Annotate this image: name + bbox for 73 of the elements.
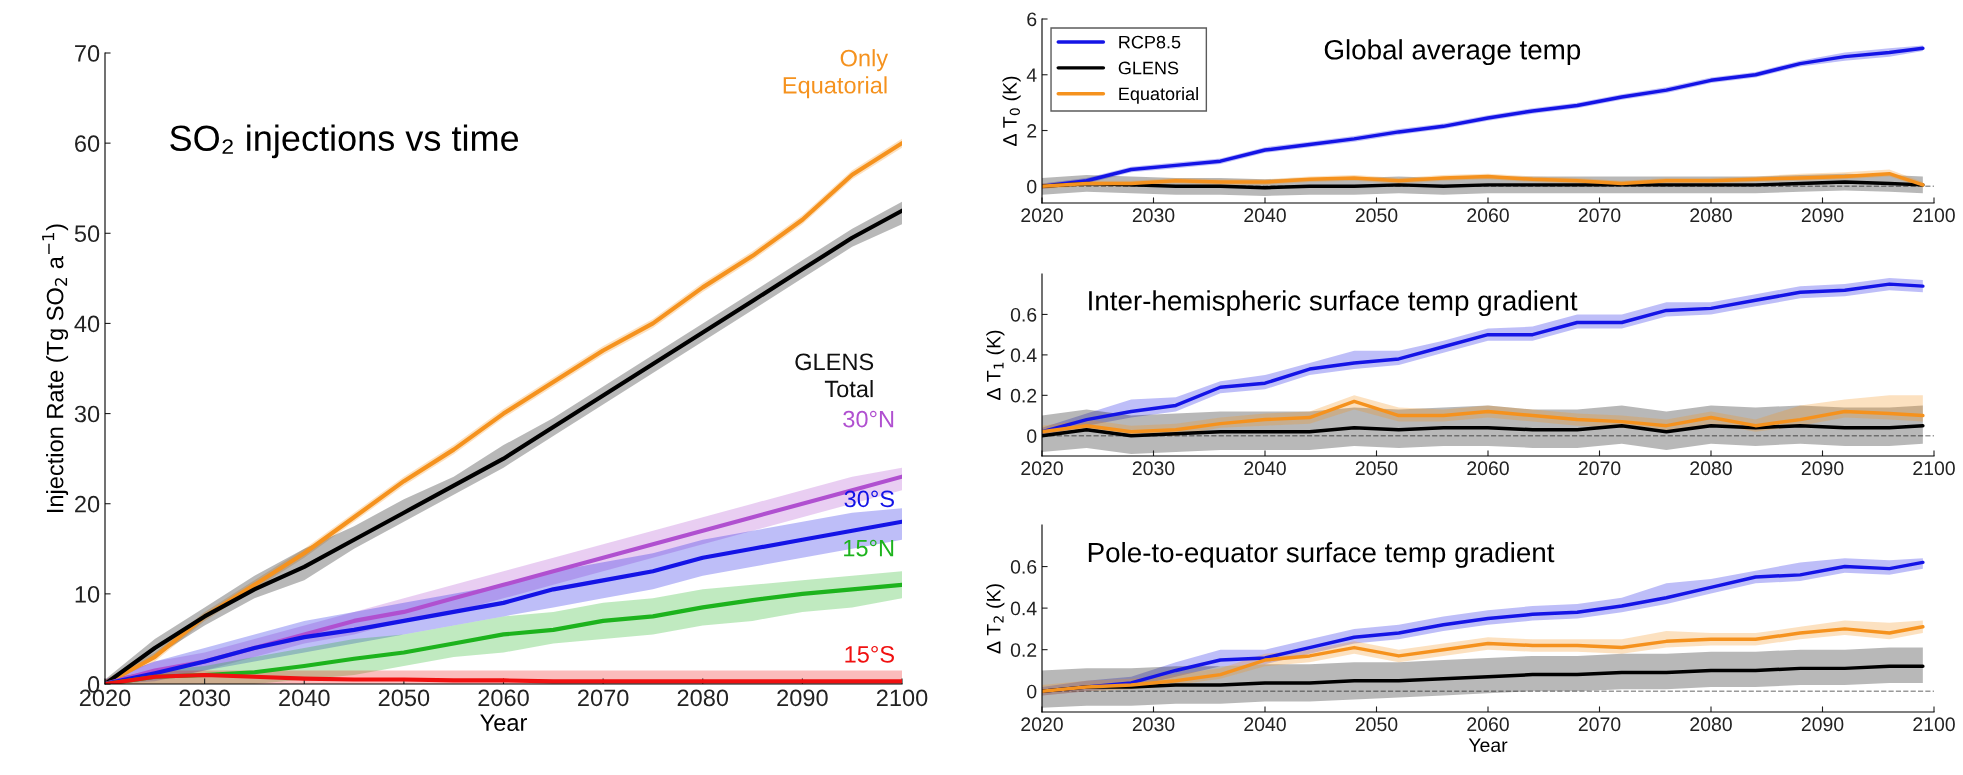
y-tick-label: 0.2 — [1010, 388, 1037, 403]
x-axis-title: Year — [480, 714, 527, 731]
series-label: Only Equatorial — [783, 49, 889, 99]
y-tick-label: 0.4 — [1010, 348, 1037, 363]
y-tick-label: 0 — [1027, 179, 1037, 194]
y-tick-label: 40 — [74, 315, 100, 333]
y-axis-title: Δ T$_{0}$ (K) — [1002, 76, 1021, 146]
y-tick-label: 60 — [75, 135, 100, 152]
x-tick-label: 2030 — [1132, 208, 1175, 223]
y-tick-label: 4 — [1026, 68, 1037, 82]
x-tick-label: 2020 — [1021, 461, 1063, 476]
y-tick-label: 6 — [1027, 12, 1037, 27]
x-tick-label: 2080 — [1690, 461, 1732, 476]
text: 30°N — [843, 410, 894, 428]
x-tick-label: 2070 — [1578, 208, 1621, 223]
series-label: 30°S — [844, 490, 894, 508]
legend-label: Equatorial — [1119, 86, 1198, 104]
x-tick-label: 2100 — [1913, 717, 1955, 732]
y-axis-title: Injection Rate (Tg SO$_{2}$ a$^{−1}$) — [42, 224, 69, 512]
x-tick-label: 2090 — [777, 689, 828, 707]
y-axis-title: Δ T$_{1}$ (K) — [986, 330, 1005, 400]
x-tick-label: 2090 — [1801, 717, 1844, 732]
y-tick-label: 20 — [75, 495, 100, 513]
x-tick-label: 2030 — [1132, 461, 1175, 476]
x-axis-title: Year — [1468, 738, 1508, 753]
x-tick-label: 2060 — [478, 689, 529, 707]
series-label: 15°N — [844, 539, 894, 557]
legend-label: RCP8.5 — [1119, 35, 1181, 49]
text: Inter-hemispheric surface temp gradient — [1089, 290, 1578, 317]
legend-label: GLENS — [1118, 61, 1179, 75]
x-tick-label: 2050 — [1355, 717, 1398, 732]
x-tick-label: 2060 — [1467, 461, 1509, 476]
text: SO₂ injections vs time — [170, 124, 519, 159]
x-tick-label: 2050 — [1355, 208, 1398, 223]
y-tick-label: 0 — [1027, 684, 1037, 699]
y-tick-label: 10 — [75, 585, 100, 603]
x-tick-label: 2060 — [1467, 717, 1509, 732]
y-tick-label: 0.6 — [1010, 307, 1037, 322]
x-tick-label: 2060 — [1467, 208, 1509, 223]
y-tick-label: 30 — [74, 405, 100, 423]
x-tick-label: 2100 — [1913, 208, 1955, 223]
x-tick-label: 2040 — [1244, 717, 1286, 732]
text: Global average temp — [1324, 39, 1581, 66]
text: GLENS Total — [795, 353, 874, 398]
x-tick-label: 2080 — [1690, 208, 1732, 223]
x-tick-label: 2070 — [578, 689, 629, 707]
x-tick-label: 2090 — [1801, 461, 1844, 476]
y-tick-label: 0 — [1027, 429, 1037, 444]
x-tick-label: 2070 — [1578, 717, 1621, 732]
x-tick-label: 2090 — [1801, 208, 1844, 223]
x-tick-label: 2040 — [279, 689, 330, 707]
x-tick-label: 2040 — [1244, 208, 1286, 223]
x-tick-label: 2100 — [876, 689, 928, 707]
x-tick-label: 2080 — [1690, 717, 1732, 732]
text: Pole-to-equator surface temp gradient — [1088, 541, 1555, 568]
y-tick-label: 70 — [75, 45, 100, 62]
x-tick-label: 2040 — [1244, 461, 1286, 476]
series-label: 15°S — [845, 645, 894, 663]
x-tick-label: 2030 — [1132, 717, 1175, 732]
x-tick-label: 2020 — [1021, 208, 1063, 223]
x-tick-label: 2020 — [1021, 717, 1063, 732]
x-tick-label: 2070 — [1578, 461, 1621, 476]
x-tick-label: 2080 — [677, 689, 729, 707]
x-tick-label: 2050 — [378, 689, 430, 707]
y-tick-label: 0.2 — [1010, 643, 1037, 657]
y-axis-title: Δ T$_{2}$ (K) — [986, 584, 1005, 654]
y-tick-label: 50 — [74, 225, 100, 243]
y-tick-label: 2 — [1027, 123, 1037, 138]
y-tick-label: 0.4 — [1010, 601, 1037, 616]
x-tick-label: 2100 — [1913, 461, 1955, 476]
x-tick-label: 2050 — [1355, 461, 1398, 476]
x-tick-label: 2030 — [179, 689, 230, 707]
y-tick-label: 0.6 — [1010, 560, 1037, 574]
